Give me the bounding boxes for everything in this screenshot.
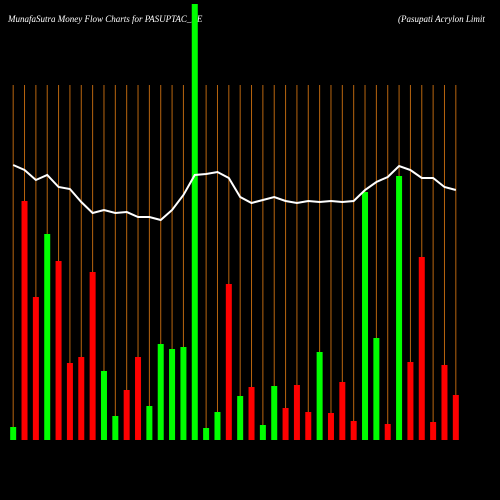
bar (10, 427, 17, 440)
bar (169, 349, 176, 440)
bar (259, 425, 266, 440)
bar (32, 297, 39, 440)
bar (384, 424, 391, 440)
bar (66, 363, 73, 440)
bar (44, 234, 51, 440)
bar (21, 201, 28, 440)
bar (100, 371, 107, 440)
bar (316, 352, 323, 440)
bar (350, 421, 357, 440)
bar (293, 385, 300, 440)
bar (248, 387, 255, 440)
chart-subtitle: (Pasupati Acrylon Limit (398, 14, 485, 24)
bar (203, 428, 210, 440)
bar (362, 192, 369, 440)
bar (441, 365, 448, 440)
bar (225, 284, 232, 440)
bar (146, 406, 153, 440)
chart-title: MunafaSutra Money Flow Charts for PASUPT… (7, 14, 203, 24)
bar (418, 257, 425, 440)
bar (339, 382, 346, 440)
bar (123, 390, 130, 440)
bar (157, 344, 164, 440)
bar (396, 176, 403, 440)
bar (89, 272, 96, 440)
bar (407, 362, 414, 440)
bar (373, 338, 380, 440)
bar (112, 416, 119, 440)
bar (237, 396, 244, 440)
money-flow-line (12, 164, 457, 222)
bar (271, 386, 278, 440)
bar (305, 412, 312, 440)
bar (282, 408, 289, 440)
bar (430, 422, 437, 440)
bar (191, 4, 198, 440)
bar (55, 261, 62, 440)
bar (452, 395, 459, 440)
bar (78, 357, 85, 440)
bar (327, 413, 334, 440)
bar (214, 412, 221, 440)
bar (135, 357, 142, 440)
bar (180, 347, 187, 440)
